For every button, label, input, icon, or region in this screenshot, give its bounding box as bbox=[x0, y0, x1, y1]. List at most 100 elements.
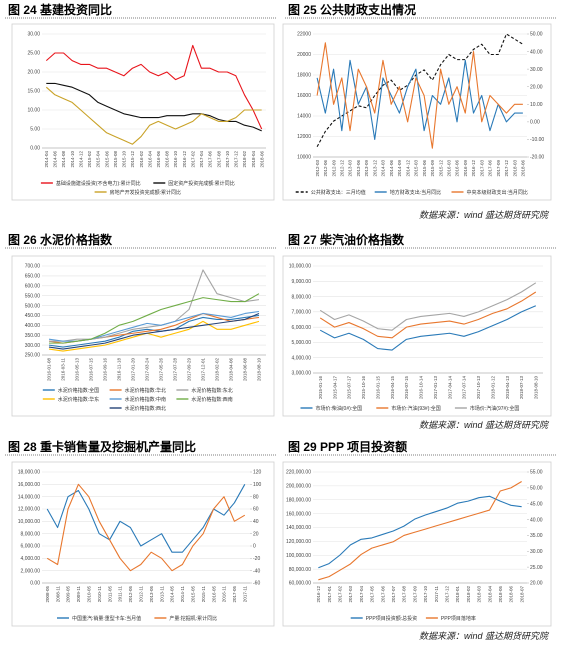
x-tick-label: 2017-10-13 bbox=[476, 376, 481, 400]
x-tick-label: 2010-11 bbox=[97, 586, 102, 603]
y-tick-label: 250.00 bbox=[25, 353, 41, 359]
figure-title: 图 28 重卡销售量及挖掘机产量同比 bbox=[8, 439, 196, 454]
y-tick-label: 30.00 bbox=[27, 32, 40, 38]
x-tick-label: 2016-01-15 bbox=[375, 376, 380, 400]
x-tick-label: 2013-03 bbox=[348, 160, 353, 177]
legend-label: 水泥价格指数:东北 bbox=[191, 387, 232, 394]
x-tick-label: 2016-10 bbox=[173, 151, 178, 168]
y2-tick-label: 40.00 bbox=[530, 49, 543, 55]
legend-label: 公共财政支出：三月均值 bbox=[311, 189, 366, 196]
source-note: 数据来源：wind 盛达期货研究院 bbox=[419, 210, 550, 220]
x-tick-label: 2017-06 bbox=[380, 586, 385, 603]
x-tick-label: 2018-02 bbox=[242, 151, 247, 168]
x-tick-label: 2015-10 bbox=[122, 151, 127, 168]
y2-tick-label: 30.00 bbox=[530, 67, 543, 73]
y-tick-label: 10,000.00 bbox=[289, 264, 311, 270]
y2-tick-label: -40 bbox=[253, 568, 260, 574]
x-tick-label: 2015-08 bbox=[113, 151, 118, 168]
y-tick-label: 700.00 bbox=[25, 264, 41, 270]
y-tick-label: 3,000.00 bbox=[292, 371, 312, 377]
source-note: 数据来源：wind 盛达期货研究院 bbox=[419, 631, 550, 641]
series-line bbox=[49, 269, 260, 342]
figure-title: 图 27 柴汽油价格指数 bbox=[288, 232, 405, 247]
x-tick-label: 2015-04 bbox=[96, 151, 101, 168]
x-tick-label: 2017-03 bbox=[348, 586, 353, 603]
series-line bbox=[46, 483, 246, 572]
x-tick-label: 2018-03 bbox=[477, 586, 482, 603]
x-tick-label: 2008-11 bbox=[55, 586, 60, 603]
x-tick-label: 2013-06 bbox=[356, 160, 361, 177]
x-tick-label: 2015-11 bbox=[201, 586, 206, 603]
x-tick-label: 2017-10 bbox=[423, 586, 428, 603]
chart-frame bbox=[282, 23, 552, 201]
x-tick-label: 2017-12 bbox=[444, 586, 449, 603]
y-tick-label: 7,000.00 bbox=[292, 310, 312, 316]
y-tick-label: 500.00 bbox=[25, 303, 41, 309]
x-tick-label: 2012-06 bbox=[323, 160, 328, 177]
legend-label: 中央本级财政支出:当月同比 bbox=[467, 189, 528, 196]
y2-tick-label: 50.00 bbox=[530, 32, 543, 38]
x-tick-label: 2014-10 bbox=[70, 151, 75, 168]
series-line bbox=[48, 312, 260, 350]
x-tick-label: 2016-03-11 bbox=[61, 358, 66, 381]
x-tick-label: 2017-11 bbox=[243, 586, 248, 603]
x-tick-label: 2009-11 bbox=[76, 586, 81, 603]
x-tick-label: 2016-01-08 bbox=[47, 358, 52, 382]
x-tick-label: 2017-09 bbox=[496, 160, 501, 177]
y2-tick-label: 30.00 bbox=[530, 549, 543, 555]
x-tick-label: 2014-06 bbox=[53, 151, 58, 168]
y-tick-label: 6,000.00 bbox=[292, 325, 312, 331]
y-tick-label: 100,000.00 bbox=[286, 553, 311, 559]
x-tick-label: 2016-12 bbox=[316, 586, 321, 603]
y-tick-label: 200,000.00 bbox=[286, 484, 311, 490]
x-tick-label: 2018-01-12 bbox=[490, 376, 495, 400]
legend-label: PPP项目落地率 bbox=[441, 615, 476, 622]
y-tick-label: 60,000.00 bbox=[289, 581, 311, 587]
x-tick-label: 2015-07-17 bbox=[347, 376, 352, 400]
x-tick-label: 2018-02 bbox=[466, 586, 471, 603]
x-tick-label: 2017-02 bbox=[337, 586, 342, 603]
x-tick-label: 2015-04-17 bbox=[332, 376, 337, 400]
x-tick-label: 2018-08-10 bbox=[257, 358, 262, 382]
x-tick-label: 2017-01-20 bbox=[131, 358, 136, 382]
figure-title: 图 26 水泥价格指数 bbox=[8, 232, 113, 247]
y-tick-label: 16,000.00 bbox=[18, 482, 40, 488]
series-line bbox=[45, 44, 263, 130]
x-tick-label: 2017-05 bbox=[232, 586, 237, 603]
x-tick-label: 2016-03 bbox=[447, 160, 452, 177]
y-tick-label: 14000 bbox=[297, 114, 311, 120]
x-tick-label: 2017-01-13 bbox=[433, 376, 438, 400]
series-line bbox=[48, 320, 260, 352]
y2-tick-label: 80 bbox=[253, 494, 259, 500]
series-line bbox=[318, 481, 522, 581]
x-tick-label: 2016-04 bbox=[147, 151, 152, 168]
x-tick-label: 2014-03 bbox=[381, 160, 386, 177]
x-tick-label: 2016-10-14 bbox=[419, 376, 424, 400]
x-tick-label: 2017-08 bbox=[402, 586, 407, 603]
x-tick-label: 2016-07-15 bbox=[89, 358, 94, 382]
x-tick-label: 2016-08 bbox=[165, 151, 170, 168]
y2-tick-label: 20.00 bbox=[530, 84, 543, 90]
x-tick-label: 2018-03 bbox=[512, 160, 517, 177]
legend-label: 水泥价格指数:西北 bbox=[125, 405, 166, 412]
y-tick-label: 20000 bbox=[297, 52, 311, 58]
series-line bbox=[316, 33, 524, 148]
y-tick-label: 10,000.00 bbox=[18, 519, 40, 525]
y2-tick-label: -20.00 bbox=[530, 155, 544, 161]
x-tick-label: 2016-09 bbox=[463, 160, 468, 177]
x-tick-label: 2018-07-13 bbox=[519, 376, 524, 400]
x-tick-label: 2018-04 bbox=[251, 151, 256, 168]
x-tick-label: 2017-10 bbox=[225, 151, 230, 168]
series-line bbox=[316, 59, 523, 140]
y-tick-label: 25.00 bbox=[27, 51, 40, 57]
x-tick-label: 2015-12 bbox=[130, 151, 135, 168]
x-tick-label: 2017-04-14 bbox=[447, 376, 452, 400]
y2-tick-label: -20 bbox=[253, 556, 260, 562]
x-tick-label: 2011-05 bbox=[107, 586, 112, 603]
y2-tick-label: 25.00 bbox=[530, 565, 543, 571]
x-tick-label: 2018-04 bbox=[487, 586, 492, 603]
legend-label: 基础设施建设投资(不含电力):累计同比 bbox=[56, 180, 141, 187]
x-tick-label: 2008-05 bbox=[45, 586, 50, 603]
y-tick-label: 600.00 bbox=[25, 283, 41, 289]
x-tick-label: 2014-09 bbox=[397, 160, 402, 177]
